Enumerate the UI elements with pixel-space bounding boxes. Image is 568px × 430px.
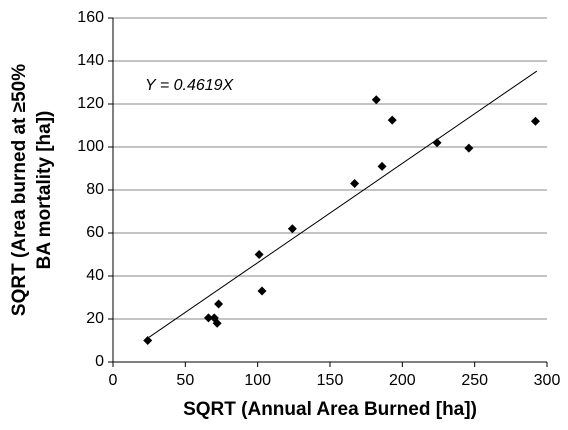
- point: [212, 318, 222, 328]
- point: [387, 115, 397, 125]
- y-tick-label: 160: [77, 9, 104, 26]
- point: [287, 224, 297, 234]
- y-axis-label: SQRT (Area burned at ≥50%: [9, 64, 30, 316]
- y-tick-label: 20: [86, 310, 104, 327]
- trend-line: [148, 70, 538, 338]
- point: [350, 179, 360, 189]
- point: [432, 138, 442, 148]
- y-axis-label: BA mortality [ha]): [34, 111, 55, 270]
- y-tick-label: 0: [95, 353, 104, 370]
- x-tick-label: 200: [389, 372, 416, 389]
- y-tick-label: 100: [77, 138, 104, 155]
- point: [464, 143, 474, 153]
- point: [257, 286, 267, 296]
- point: [214, 299, 224, 309]
- x-tick-label: 250: [461, 372, 488, 389]
- point: [254, 250, 264, 259]
- point: [143, 336, 153, 345]
- x-axis-label: SQRT (Annual Area Burned [ha]): [183, 399, 477, 420]
- y-tick-label: 140: [77, 52, 104, 69]
- point: [203, 313, 213, 323]
- point: [371, 95, 381, 105]
- x-tick-label: 100: [244, 372, 271, 389]
- y-tick-label: 60: [86, 224, 104, 241]
- x-tick-label: 0: [109, 372, 118, 389]
- y-tick-label: 80: [86, 181, 104, 198]
- point: [377, 161, 387, 171]
- trend-equation: Y = 0.4619X: [145, 77, 235, 94]
- y-tick-label: 120: [77, 95, 104, 112]
- point: [530, 116, 540, 126]
- y-tick-label: 40: [86, 267, 104, 284]
- x-tick-label: 150: [317, 372, 344, 389]
- x-tick-label: 50: [176, 372, 194, 389]
- x-tick-label: 300: [534, 372, 561, 389]
